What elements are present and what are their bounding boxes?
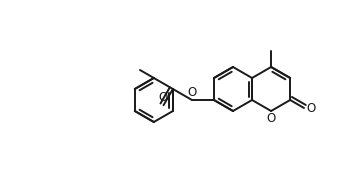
Text: O: O — [187, 86, 197, 99]
Text: O: O — [306, 102, 315, 114]
Text: O: O — [158, 91, 167, 104]
Text: O: O — [266, 112, 276, 125]
